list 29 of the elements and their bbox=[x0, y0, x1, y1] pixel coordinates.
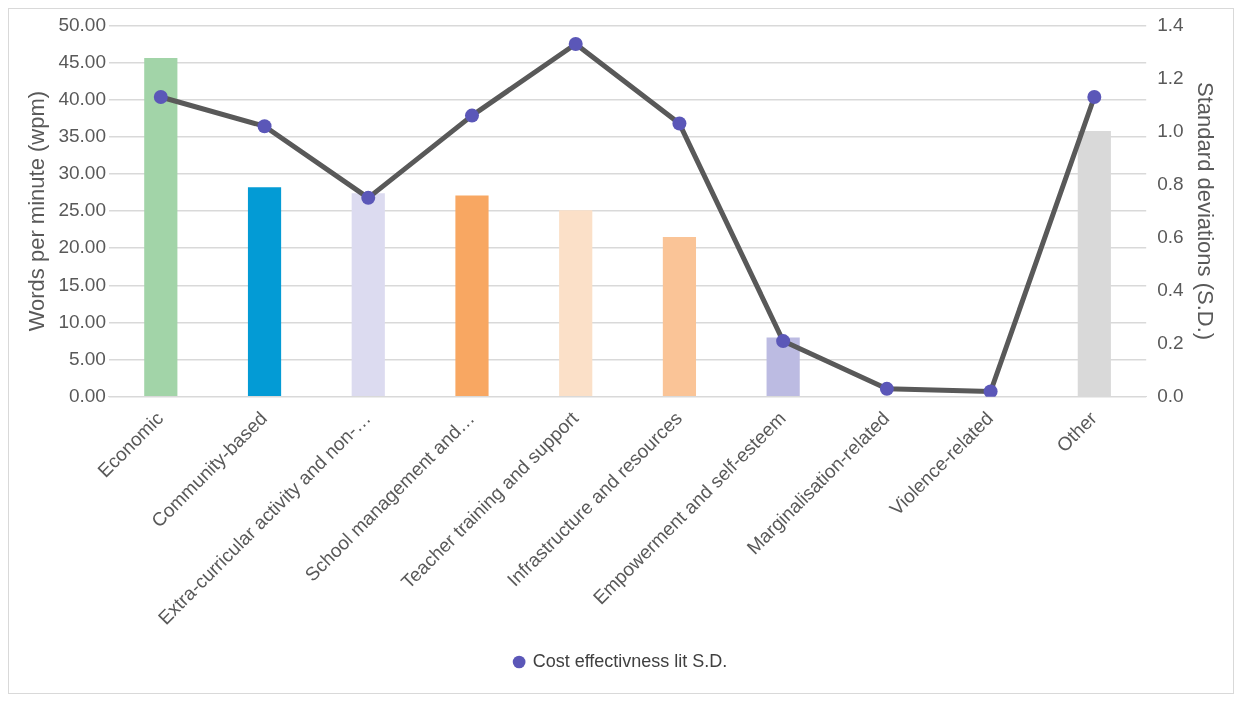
y-tick-label: 10.00 bbox=[58, 310, 106, 332]
y-tick-label: 40.00 bbox=[58, 87, 106, 109]
legend-label: Cost effectivness lit S.D. bbox=[532, 650, 728, 671]
y-tick-label: 25.00 bbox=[58, 199, 106, 221]
y-axis-title: Words per minute (wpm) bbox=[24, 90, 50, 332]
bar bbox=[766, 337, 800, 397]
bar bbox=[662, 237, 697, 397]
y-tick-label: 35.00 bbox=[58, 125, 106, 147]
y2-tick-label: 0.4 bbox=[1157, 278, 1185, 300]
bar bbox=[247, 187, 282, 397]
bar bbox=[455, 195, 489, 397]
bar bbox=[351, 193, 385, 397]
y-tick-label: 15.00 bbox=[58, 273, 106, 295]
y-tick-label: 20.00 bbox=[58, 236, 106, 258]
y2-tick-label: 1.4 bbox=[1157, 13, 1185, 35]
y-tick-label: 45.00 bbox=[58, 50, 106, 72]
y-tick-label: 5.00 bbox=[68, 347, 106, 369]
y-tick-label: 50.00 bbox=[58, 13, 106, 35]
y-tick-label: 0.00 bbox=[68, 385, 106, 407]
bar bbox=[559, 210, 593, 397]
y2-axis-title: Standard deviations (S.D.) bbox=[1192, 82, 1218, 341]
y2-tick-label: 0.2 bbox=[1157, 331, 1184, 353]
y2-tick-label: 0.8 bbox=[1157, 172, 1184, 194]
bar bbox=[144, 58, 178, 397]
y2-tick-label: 0.0 bbox=[1157, 385, 1184, 407]
y-tick-label: 30.00 bbox=[58, 162, 106, 184]
y2-tick-label: 1.0 bbox=[1157, 119, 1184, 141]
y2-tick-label: 0.6 bbox=[1157, 225, 1184, 247]
y2-tick-label: 1.2 bbox=[1157, 66, 1184, 88]
